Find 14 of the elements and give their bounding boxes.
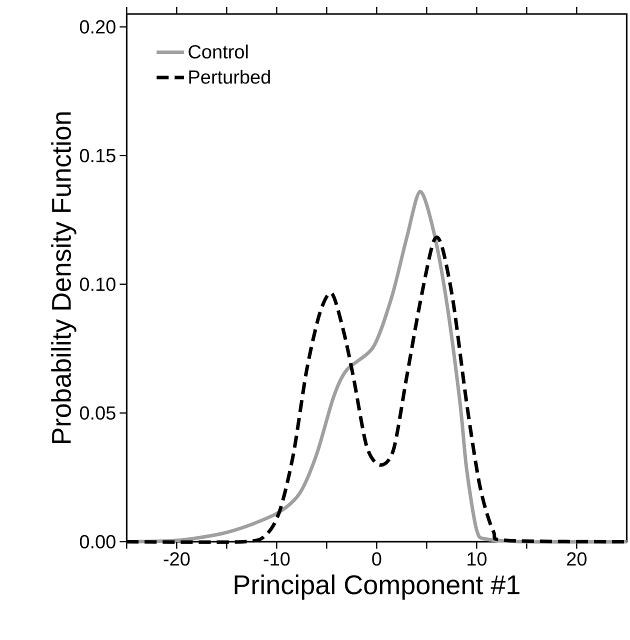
- legend-label: Control: [188, 44, 248, 59]
- legend-label: Perturbed: [189, 70, 270, 84]
- y-tick-label: 0.10: [80, 278, 116, 292]
- y-tick-label: 0.15: [80, 148, 116, 162]
- x-tick-label: -20: [164, 552, 190, 566]
- y-tick-label: 0.05: [80, 406, 116, 420]
- x-tick-label: -10: [264, 552, 290, 566]
- y-tick-label: 0.00: [80, 534, 116, 548]
- y-tick-label: 0.20: [80, 20, 116, 34]
- x-tick-label: 0: [372, 552, 382, 566]
- x-axis-title: Principal Component #1: [234, 574, 520, 600]
- y-axis-title: Probability Density Function: [51, 112, 76, 443]
- x-tick-label: 10: [468, 552, 487, 566]
- x-tick-label: 20: [567, 552, 587, 566]
